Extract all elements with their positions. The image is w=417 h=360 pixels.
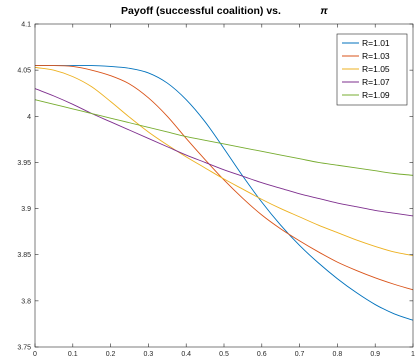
legend: R=1.01 R=1.03 R=1.05 R=1.07 R=1.09 <box>336 33 408 106</box>
y-tick-label: 3.8 <box>21 298 31 305</box>
legend-label: R=1.05 <box>362 64 390 74</box>
x-tick-label: 0 <box>33 351 37 358</box>
y-tick-label: 4.1 <box>21 22 31 29</box>
x-tick-label: 1 <box>411 351 415 358</box>
x-tick-label: 0.5 <box>219 351 229 358</box>
x-tick-label: 0.3 <box>144 351 154 358</box>
y-tick-label: 3.75 <box>17 345 31 352</box>
x-tick-label: 0.4 <box>181 351 191 358</box>
y-tick-label: 3.85 <box>17 252 31 259</box>
x-tick-label: 0.6 <box>257 351 267 358</box>
x-tick-label: 0.8 <box>333 351 343 358</box>
series-line-1 <box>35 65 414 321</box>
x-tick-label: 0.7 <box>295 351 305 358</box>
y-tick-label: 3.95 <box>17 160 31 167</box>
y-tick-label: 4.05 <box>17 68 31 75</box>
chart-title-symbol: π <box>320 5 328 17</box>
x-tick-label: 0.2 <box>106 351 116 358</box>
legend-label: R=1.01 <box>362 38 390 48</box>
series-line-4 <box>34 88 414 217</box>
x-tick-label: 0.1 <box>68 351 78 358</box>
series-layer <box>34 65 414 321</box>
series-line-2 <box>35 65 414 291</box>
legend-label: R=1.07 <box>362 77 390 87</box>
y-tick-label: 3.9 <box>21 206 31 213</box>
chart-title: Payoff (successful coalition) vs. <box>121 5 281 17</box>
legend-label: R=1.03 <box>362 51 390 61</box>
legend-label: R=1.09 <box>362 90 390 100</box>
y-tick-label: 4 <box>27 114 31 121</box>
series-line-5 <box>34 99 414 176</box>
series-line-3 <box>34 66 414 257</box>
x-tick-label: 0.9 <box>370 351 380 358</box>
axes: 0 0.1 0.2 0.3 0.4 0.5 0.6 0.7 0.8 0.9 1 3.75 3.8 3.85… <box>17 22 415 359</box>
